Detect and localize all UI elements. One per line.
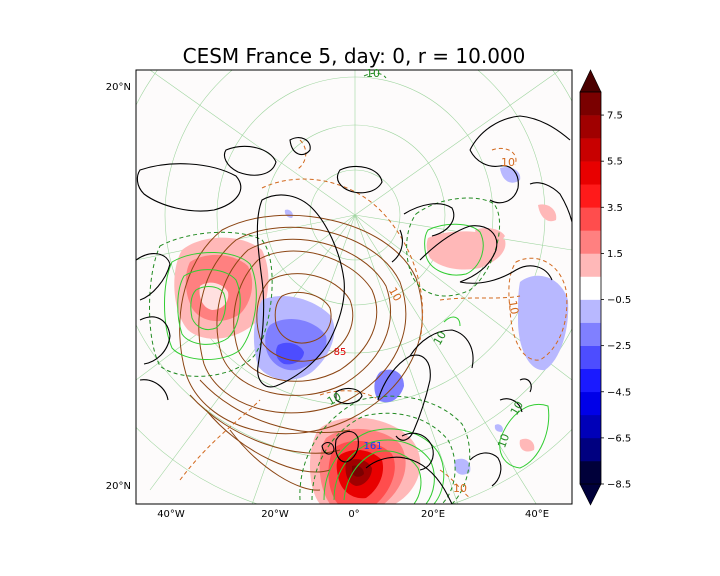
- colorbar-bin: [580, 92, 601, 116]
- x-tick-label: 20°W: [261, 509, 289, 520]
- contour-label: 10: [431, 329, 449, 348]
- contour-labels: 10 10 10 10 10 10 10 10 10 85 161: [325, 67, 526, 495]
- colorbar-tick-label: −6.5: [607, 433, 631, 444]
- x-axis-ticks: 40°W 20°W 0° 20°E 40°E: [157, 509, 549, 520]
- contour-lines: [149, 72, 568, 504]
- colorbar-bin: [580, 115, 601, 139]
- colorbar-bin: [580, 460, 601, 485]
- x-tick-label: 40°E: [525, 509, 549, 520]
- y-tick-label: 20°N: [106, 82, 131, 93]
- x-tick-label: 0°: [348, 509, 359, 520]
- colorbar-bin: [580, 276, 601, 300]
- shaded-field: [174, 167, 569, 504]
- contour-label: 10: [506, 299, 521, 315]
- colorbar-extend-max: [579, 69, 602, 93]
- contour-label: 10: [386, 285, 404, 304]
- colorbar-bin: [580, 184, 601, 208]
- colorbar-tick-label: −0.5: [607, 295, 631, 306]
- colorbar-bin: [580, 138, 601, 162]
- y-tick-label: 20°N: [106, 481, 131, 492]
- extremum-label: 85: [334, 347, 347, 358]
- y-axis-ticks: 20°N 20°N: [106, 82, 131, 492]
- contour-label: 10: [501, 156, 515, 169]
- colorbar-bin: [580, 345, 601, 370]
- coastlines: [136, 115, 572, 504]
- contour-label: 10: [508, 399, 526, 418]
- colorbar-bin: [580, 322, 601, 346]
- colorbar-tick-label: 7.5: [607, 111, 623, 122]
- colorbar-bin: [580, 230, 601, 254]
- colorbar-tick-label: −2.5: [607, 341, 631, 352]
- extremum-label: 161: [363, 441, 382, 452]
- colorbar-bin: [580, 253, 601, 277]
- contour-label: 10: [495, 432, 512, 450]
- colorbar-bin: [580, 414, 601, 439]
- map-frame: [135, 69, 573, 505]
- colorbar-frame: [579, 91, 602, 485]
- colorbar-tick-label: −8.5: [607, 480, 631, 491]
- colorbar-tick-label: 3.5: [607, 203, 623, 214]
- x-tick-label: 20°E: [421, 509, 445, 520]
- colorbar-extend-min: [579, 483, 602, 506]
- colorbar-bin: [580, 299, 601, 323]
- x-tick-label: 40°W: [157, 509, 185, 520]
- colorbar-bin: [580, 368, 601, 393]
- colorbar: 7.5 5.5 3.5 1.5 −0.5 −2.5 −4.5 −6.5 −8.5: [579, 69, 631, 506]
- colorbar-bin: [580, 207, 601, 231]
- contour-label: 10: [366, 67, 380, 80]
- colorbar-bin: [580, 437, 601, 462]
- chart-title: CESM France 5, day: 0, r = 10.000: [182, 44, 526, 68]
- colorbar-tick-label: 5.5: [607, 157, 623, 168]
- contour-label: 10: [453, 482, 467, 495]
- colorbar-bin: [580, 161, 601, 185]
- colorbar-tick-label: −4.5: [607, 387, 631, 398]
- colorbar-tick-label: 1.5: [607, 249, 623, 260]
- colorbar-bin: [580, 391, 601, 416]
- contour-label: 10: [325, 390, 344, 408]
